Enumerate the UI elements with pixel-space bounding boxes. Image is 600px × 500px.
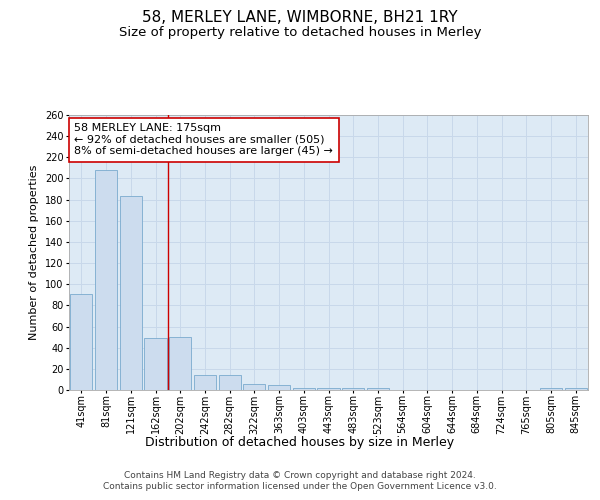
Text: 58, MERLEY LANE, WIMBORNE, BH21 1RY: 58, MERLEY LANE, WIMBORNE, BH21 1RY [142, 10, 458, 25]
Text: Contains HM Land Registry data © Crown copyright and database right 2024.
Contai: Contains HM Land Registry data © Crown c… [103, 472, 497, 490]
Bar [565, 388, 587, 390]
Bar [145, 338, 167, 390]
Text: Size of property relative to detached houses in Merley: Size of property relative to detached ho… [119, 26, 481, 39]
Bar [268, 384, 290, 390]
Bar [194, 375, 216, 390]
Bar [218, 375, 241, 390]
Text: 58 MERLEY LANE: 175sqm
← 92% of detached houses are smaller (505)
8% of semi-det: 58 MERLEY LANE: 175sqm ← 92% of detached… [74, 123, 333, 156]
Bar [342, 388, 364, 390]
Bar [119, 196, 142, 390]
Bar [367, 388, 389, 390]
Bar [243, 384, 265, 390]
Bar [540, 388, 562, 390]
Bar [95, 170, 117, 390]
Bar [317, 388, 340, 390]
Bar [293, 388, 315, 390]
Y-axis label: Number of detached properties: Number of detached properties [29, 165, 39, 340]
Bar [169, 337, 191, 390]
Text: Distribution of detached houses by size in Merley: Distribution of detached houses by size … [145, 436, 455, 449]
Bar [70, 294, 92, 390]
